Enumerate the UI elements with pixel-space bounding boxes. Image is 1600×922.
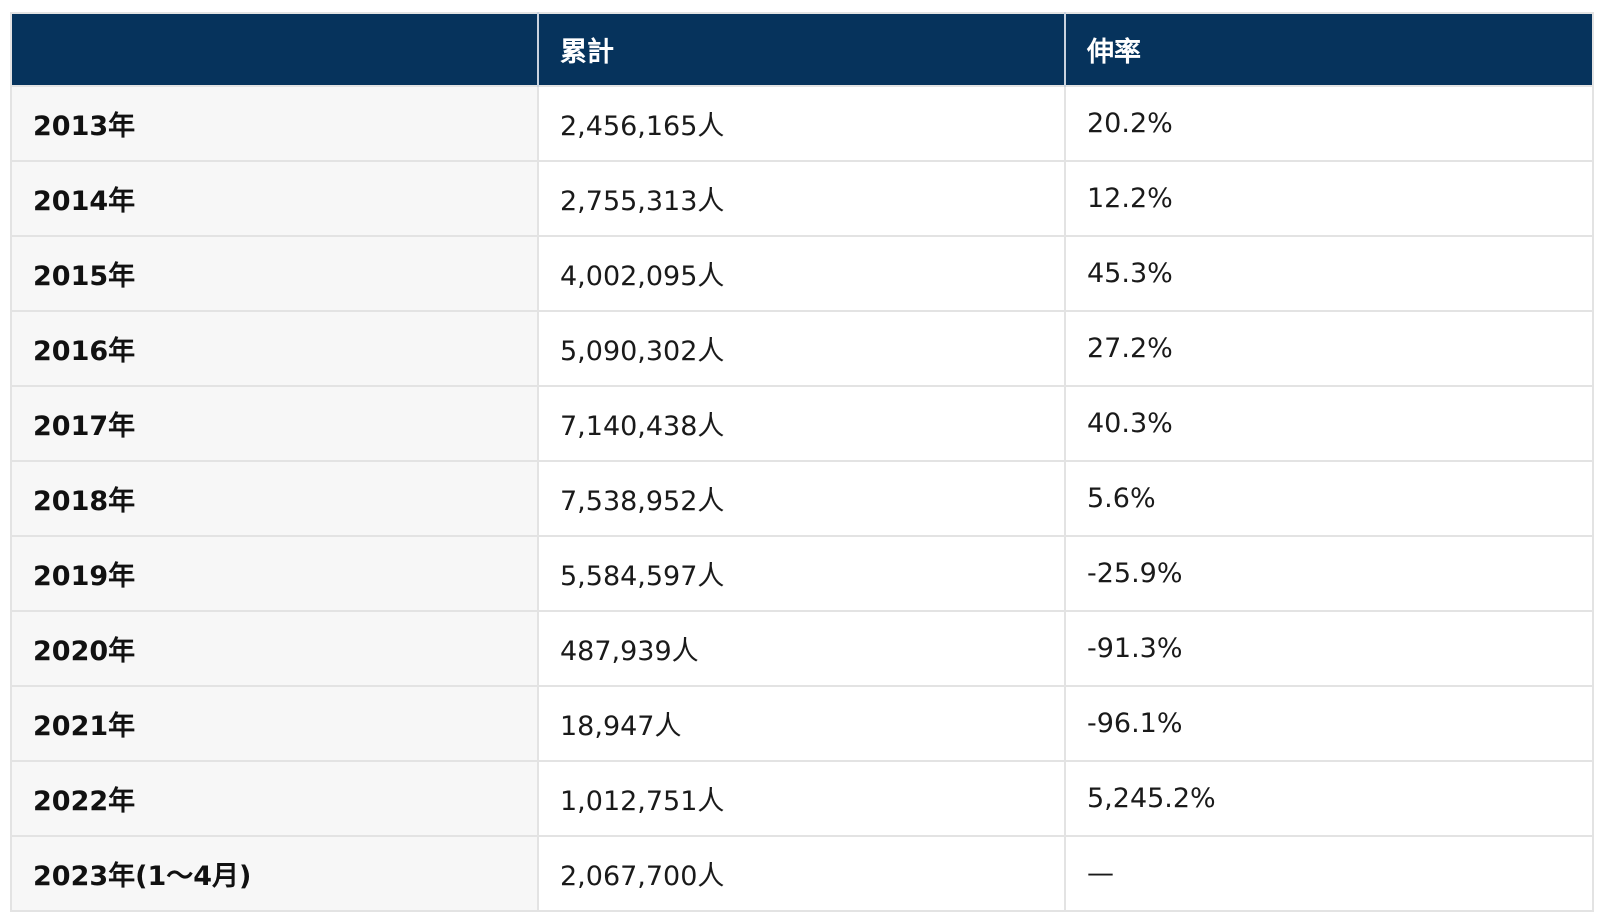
row-growth-cell: — [1064,835,1593,912]
row-total-cell: 5,584,597人 [537,535,1065,611]
row-year-cell: 2019年 [11,535,538,611]
table-row: 2013年 2,456,165人 20.2% [11,85,1593,161]
table-row: 2016年 5,090,302人 27.2% [11,310,1593,386]
row-total-cell: 4,002,095人 [537,235,1065,311]
row-year-cell: 2014年 [11,160,538,236]
row-total-cell: 5,090,302人 [537,310,1065,386]
row-total-cell: 2,755,313人 [537,160,1065,236]
row-year-cell: 2016年 [11,310,538,386]
table-row: 2017年 7,140,438人 40.3% [11,385,1593,461]
table-row: 2023年(1〜4月) 2,067,700人 — [11,835,1593,912]
table-row: 2020年 487,939人 -91.3% [11,610,1593,686]
row-year-cell: 2022年 [11,760,538,836]
row-year-cell: 2017年 [11,385,538,461]
row-total-cell: 18,947人 [537,685,1065,761]
header-cell-growth: 伸率 [1064,13,1593,86]
row-growth-cell: 12.2% [1064,160,1593,236]
row-growth-cell: -96.1% [1064,685,1593,761]
row-growth-cell: -91.3% [1064,610,1593,686]
data-table-container: 累計 伸率 2013年 2,456,165人 20.2% 2014年 2,755… [10,12,1594,912]
row-total-cell: 7,140,438人 [537,385,1065,461]
row-year-cell: 2013年 [11,85,538,161]
row-growth-cell: 5.6% [1064,460,1593,536]
row-growth-cell: 27.2% [1064,310,1593,386]
row-year-cell: 2020年 [11,610,538,686]
header-cell-empty [11,13,538,86]
data-table: 累計 伸率 2013年 2,456,165人 20.2% 2014年 2,755… [10,12,1594,912]
row-year-cell: 2021年 [11,685,538,761]
row-growth-cell: -25.9% [1064,535,1593,611]
table-row: 2021年 18,947人 -96.1% [11,685,1593,761]
table-row: 2019年 5,584,597人 -25.9% [11,535,1593,611]
row-total-cell: 1,012,751人 [537,760,1065,836]
table-header: 累計 伸率 [11,13,1593,86]
table-body: 2013年 2,456,165人 20.2% 2014年 2,755,313人 … [11,85,1593,912]
table-row: 2015年 4,002,095人 45.3% [11,235,1593,311]
table-row: 2022年 1,012,751人 5,245.2% [11,760,1593,836]
table-row: 2014年 2,755,313人 12.2% [11,160,1593,236]
header-cell-total: 累計 [537,13,1065,86]
row-total-cell: 2,456,165人 [537,85,1065,161]
row-growth-cell: 45.3% [1064,235,1593,311]
row-total-cell: 7,538,952人 [537,460,1065,536]
header-row: 累計 伸率 [11,13,1593,86]
row-total-cell: 487,939人 [537,610,1065,686]
table-row: 2018年 7,538,952人 5.6% [11,460,1593,536]
row-total-cell: 2,067,700人 [537,835,1065,912]
row-year-cell: 2015年 [11,235,538,311]
row-year-cell: 2023年(1〜4月) [11,835,538,912]
row-growth-cell: 40.3% [1064,385,1593,461]
row-year-cell: 2018年 [11,460,538,536]
row-growth-cell: 5,245.2% [1064,760,1593,836]
row-growth-cell: 20.2% [1064,85,1593,161]
